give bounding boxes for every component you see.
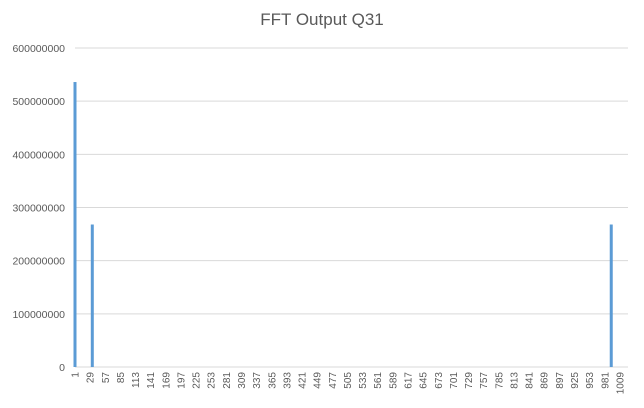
chart-title: FFT Output Q31 [260,10,384,29]
y-tick-label: 500000000 [12,96,65,108]
x-tick-label: 197 [176,372,187,389]
x-tick-label: 813 [509,372,520,389]
x-tick-label: 1009 [615,372,626,395]
x-tick-label: 673 [434,372,445,389]
bars [73,82,613,367]
y-tick-label: 300000000 [12,203,65,215]
bar-33 [90,224,94,367]
gridlines [75,47,628,315]
y-tick-label: 600000000 [12,43,65,55]
y-tick-label: 100000000 [12,309,65,321]
x-tick-label: 925 [570,372,581,389]
x-tick-label: 225 [192,372,203,389]
x-tick-label: 421 [298,372,309,389]
x-tick-label: 113 [131,372,142,388]
x-tick-label: 505 [343,372,354,389]
x-tick-label: 29 [86,372,97,384]
x-tick-label: 561 [373,372,384,389]
x-tick-label: 309 [237,372,248,389]
y-tick-label: 400000000 [12,149,65,161]
x-tick-label: 757 [479,372,490,389]
x-tick-label: 85 [116,372,127,384]
x-tick-label: 449 [313,372,324,389]
x-tick-label: 141 [146,372,157,389]
x-tick-label: 1 [71,372,82,378]
x-tick-label: 617 [403,372,414,389]
x-tick-label: 841 [525,372,536,389]
x-tick-label: 645 [419,372,430,389]
y-tick-label: 0 [59,362,65,374]
bar-993 [609,224,613,367]
x-tick-label: 57 [101,372,112,384]
bar-1 [73,82,77,367]
x-tick-label: 169 [161,372,172,389]
x-tick-label: 981 [600,372,611,389]
y-tick-label: 200000000 [12,256,65,268]
y-tick-labels: 0 100000000 200000000 300000000 400000000 500… [12,43,65,374]
x-tick-label: 953 [585,372,596,389]
x-tick-label: 869 [540,372,551,389]
x-tick-label: 729 [464,372,475,389]
x-tick-label: 393 [282,372,293,389]
x-tick-label: 477 [328,372,339,389]
x-tick-label: 365 [267,372,278,389]
x-tick-label: 701 [449,372,460,389]
x-tick-label: 897 [555,372,566,389]
x-tick-label: 589 [388,372,399,389]
x-tick-label: 337 [252,372,263,389]
x-tick-label: 253 [207,372,218,389]
x-tick-labels: 1 29 57 85 113 141 169 197 225 253 281 309 337 365 393… [71,372,627,395]
x-tick-label: 785 [494,372,505,389]
x-tick-label: 281 [222,372,233,389]
x-tick-label: 533 [358,372,369,389]
